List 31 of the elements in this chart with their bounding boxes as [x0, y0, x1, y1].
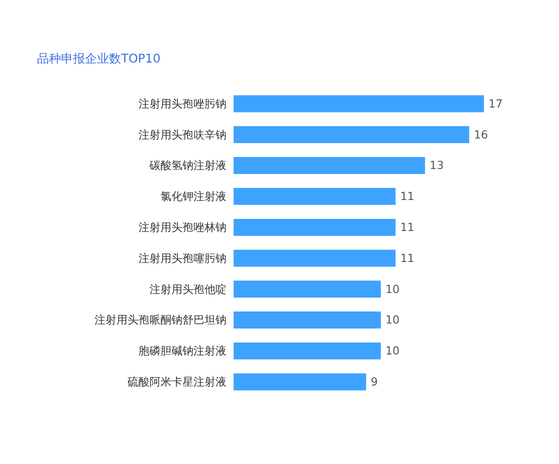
bar	[234, 126, 470, 144]
bar	[234, 312, 381, 329]
y-tick-label: 氯化钾注射液	[160, 190, 227, 204]
data-label: 10	[385, 344, 400, 358]
bar	[234, 250, 396, 267]
y-tick-label: 注射用头孢他啶	[150, 282, 227, 296]
data-label: 10	[385, 282, 400, 296]
y-tick-label: 胞磷胆碱钠注射液	[138, 344, 227, 358]
y-tick-label: 注射用头孢哌酮钠舒巴坦钠	[94, 314, 227, 327]
bar	[234, 218, 396, 236]
bar	[234, 373, 366, 390]
y-tick-label: 硫酸阿米卡星注射液	[128, 376, 227, 389]
bar	[234, 157, 426, 174]
bar	[234, 188, 396, 205]
text: 品种申报企业数TOP10	[37, 51, 161, 66]
data-label: 11	[400, 252, 414, 265]
y-tick-label: 碳酸氢钠注射液	[148, 159, 227, 172]
y-tick-label: 注射用头孢噻肟钠	[138, 252, 227, 265]
data-label: 11	[400, 221, 414, 234]
data-label: 17	[488, 97, 503, 110]
data-label: 9	[370, 376, 378, 389]
data-label: 11	[400, 190, 414, 204]
y-tick-label: 注射用头孢呋辛钠	[138, 128, 227, 142]
y-tick-label: 注射用头孢唑林钠	[138, 221, 227, 234]
data-label: 13	[430, 159, 444, 172]
bar	[234, 95, 484, 112]
bar	[234, 280, 381, 298]
y-tick-label: 注射用头孢唑肟钠	[138, 97, 227, 110]
data-label: 16	[474, 128, 488, 142]
bar	[234, 342, 381, 360]
data-label: 10	[385, 314, 400, 327]
